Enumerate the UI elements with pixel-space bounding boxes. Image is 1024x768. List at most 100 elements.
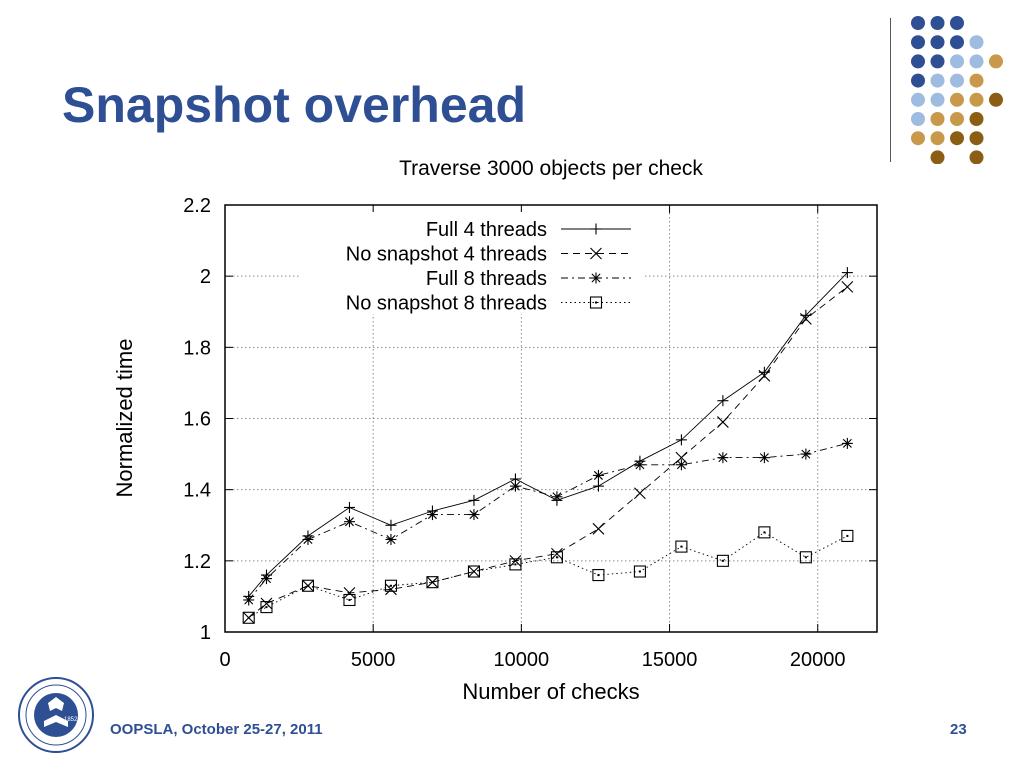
decorative-dot: [911, 35, 925, 50]
decorative-dot: [989, 54, 1003, 69]
data-point: [468, 494, 480, 506]
decorative-dot: [950, 73, 964, 88]
data-point: [343, 593, 356, 607]
y-tick-label: 2: [200, 266, 211, 288]
legend-label: No snapshot 8 threads: [346, 293, 547, 315]
data-point: [592, 480, 604, 492]
series-full-4-threads: [243, 267, 853, 602]
decorative-dot: [969, 92, 984, 107]
data-point-center: [265, 606, 268, 609]
data-point-center: [555, 556, 558, 559]
slide-title: Snapshot overhead: [62, 77, 526, 133]
data-point: [550, 551, 563, 564]
data-point: [841, 267, 853, 279]
data-point-center: [247, 616, 250, 619]
footer-conference: OOPSLA, October 25-27, 2011: [110, 721, 323, 738]
decorative-dot: [950, 92, 964, 107]
decorative-dot: [950, 54, 964, 69]
page-number: 23: [950, 721, 967, 738]
data-point: [301, 579, 315, 592]
decorative-dot: [930, 112, 945, 126]
data-point-center: [595, 301, 597, 304]
series-no-snapshot-8-threads: [242, 526, 854, 624]
data-point: [343, 501, 355, 513]
data-point: [302, 533, 314, 545]
y-axis-label: Normalized time: [112, 339, 137, 498]
series-no-snapshot-4-threads: [242, 280, 854, 624]
legend-label: No snapshot 4 threads: [346, 244, 547, 266]
decorative-dot: [911, 16, 925, 30]
legend-label: Full 8 threads: [426, 268, 547, 290]
data-point: [426, 576, 439, 589]
data-point: [426, 509, 438, 521]
data-point: [590, 223, 602, 235]
data-point: [467, 565, 480, 578]
data-point: [590, 272, 602, 284]
decorative-dot: [911, 54, 925, 69]
data-point: [716, 554, 729, 567]
y-tick-label: 1.8: [183, 337, 211, 359]
decorative-dot: [930, 92, 945, 107]
data-point-center: [846, 534, 849, 537]
data-point: [592, 569, 605, 582]
decorative-dot: [950, 112, 964, 126]
university-seal-logo: 1852: [18, 677, 94, 753]
data-point-center: [431, 581, 434, 584]
data-point-center: [472, 570, 475, 573]
chart-ticks: 0 5000 10000 15000 20000 1 1.2 1.4 1.6 1.8 2 2.2: [183, 195, 877, 671]
x-tick-label: 10000: [494, 649, 550, 671]
data-point-center: [348, 598, 351, 601]
data-point: [589, 296, 603, 309]
data-point: [799, 551, 812, 564]
data-point: [717, 452, 729, 464]
data-point: [633, 565, 646, 578]
data-point: [384, 579, 398, 592]
data-point: [343, 516, 355, 528]
decorative-dot: [930, 150, 945, 164]
x-axis-label: Number of checks: [462, 679, 639, 704]
data-point: [509, 558, 522, 571]
data-point: [509, 480, 521, 492]
svg-text:1852: 1852: [64, 717, 78, 723]
chart-legend: Full 4 threads No snapshot 4 threadsFull …: [300, 212, 645, 315]
decorative-dot: [911, 73, 925, 88]
x-tick-label: 15000: [642, 649, 698, 671]
decorative-dot: [930, 73, 945, 88]
decorative-dot: [911, 92, 925, 107]
series-line: [248, 286, 848, 619]
data-point: [551, 491, 563, 503]
data-point-center: [306, 584, 309, 587]
data-point: [758, 452, 770, 464]
decorative-dot: [989, 92, 1003, 107]
data-point: [260, 597, 273, 610]
series-line: [248, 531, 848, 619]
decorative-dot: [969, 73, 984, 88]
x-tick-label: 20000: [790, 649, 846, 671]
data-point: [675, 459, 687, 471]
decorative-dot: [930, 54, 945, 69]
y-tick-label: 1.6: [183, 409, 211, 431]
decorative-dot: [969, 54, 984, 69]
data-point: [260, 601, 273, 614]
data-point: [385, 519, 397, 531]
y-tick-label: 1.2: [183, 551, 211, 573]
data-point-center: [638, 570, 641, 573]
decorative-dot: [950, 131, 964, 146]
decorative-dot: [930, 131, 945, 146]
chart-title: Traverse 3000 objects per check: [399, 157, 703, 180]
decorative-dot: [969, 35, 984, 50]
decorative-dot-grid: [911, 16, 1003, 164]
data-point: [260, 573, 272, 585]
data-point: [758, 526, 771, 539]
data-point: [592, 522, 605, 535]
data-point: [799, 312, 812, 325]
decorative-dot: [950, 35, 964, 50]
divider-line: [890, 18, 891, 162]
data-point: [800, 448, 812, 460]
data-point-center: [804, 556, 807, 559]
data-point: [243, 594, 255, 606]
data-point: [343, 586, 356, 599]
y-tick-label: 1: [200, 622, 211, 644]
decorative-dot: [969, 150, 984, 164]
decorative-dot: [911, 112, 925, 126]
